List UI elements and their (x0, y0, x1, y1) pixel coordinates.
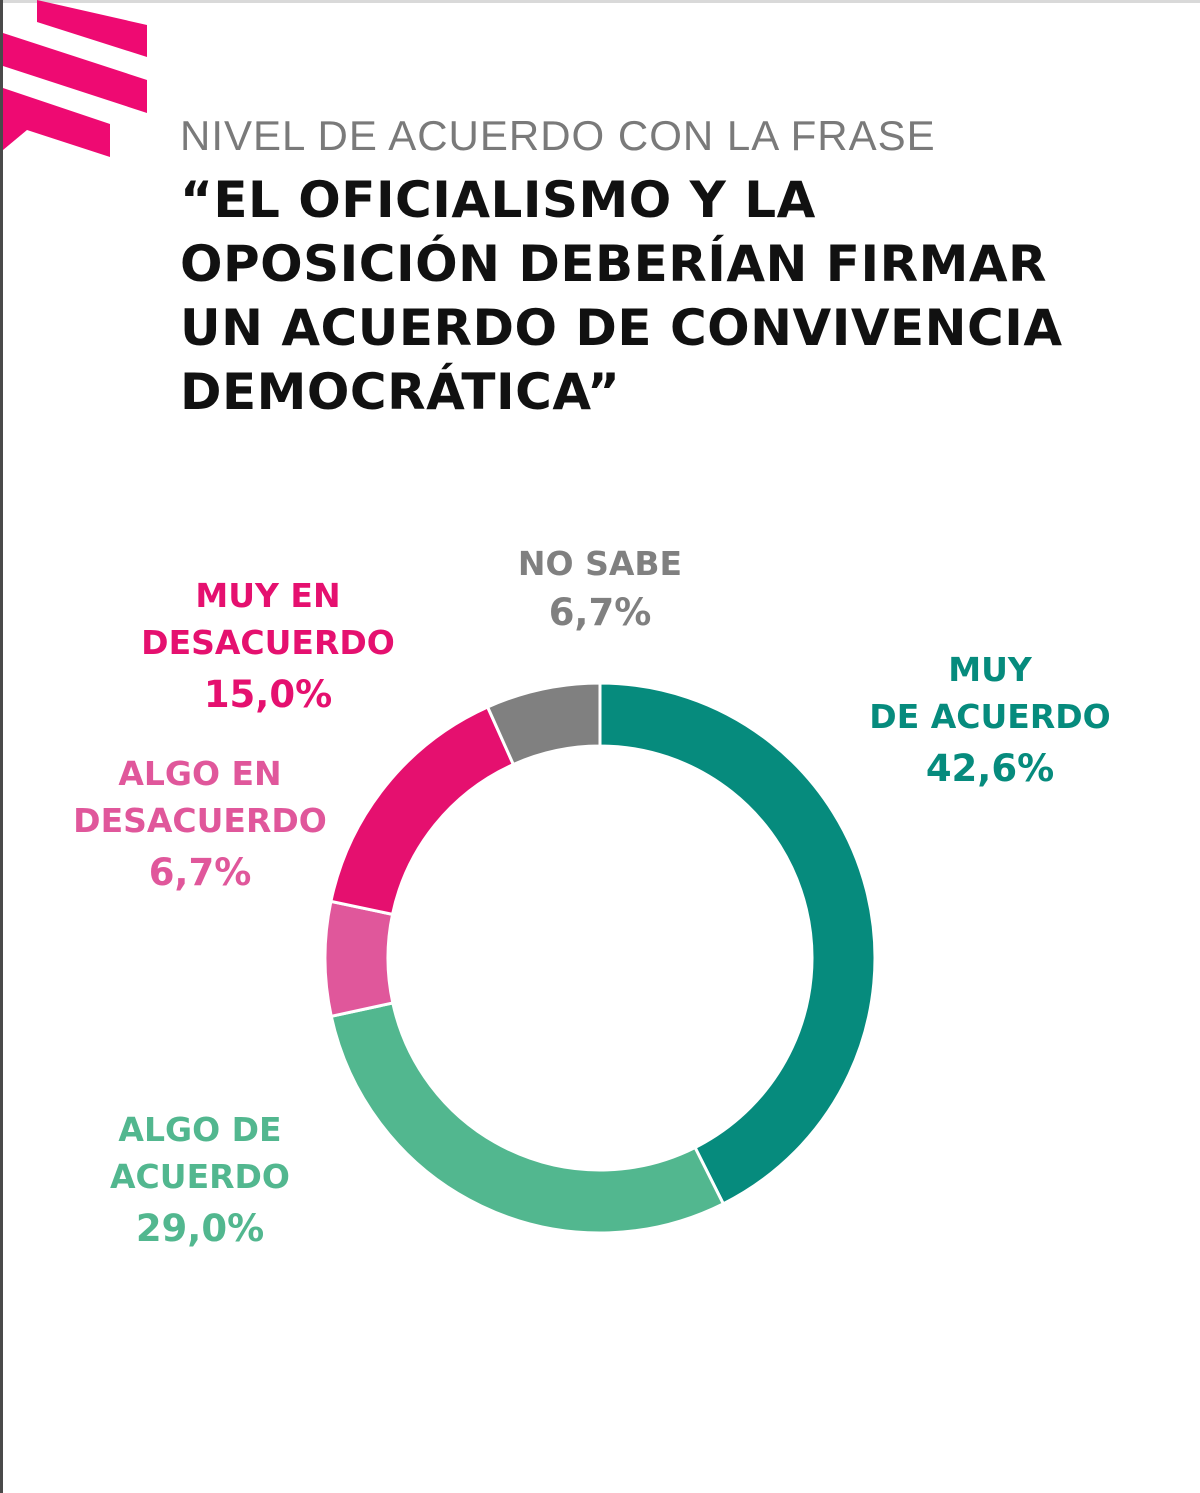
left-border (0, 0, 3, 1493)
donut-slice-2 (323, 899, 395, 1019)
slice-value-label: 15,0% (203, 673, 333, 716)
slice-label-line2: DESACUERDO (141, 623, 395, 662)
slice-label-line2: ACUERDO (110, 1157, 290, 1196)
donut-slice-1 (329, 1001, 726, 1235)
slice-value-label: 6,7% (148, 851, 252, 894)
slice-label-line1: ALGO DE (118, 1110, 282, 1149)
slice-value-label: 6,7% (548, 591, 652, 634)
donut-slice-0 (598, 681, 877, 1206)
label-no-sabe: NO SABE 6,7% (470, 540, 730, 639)
label-algo-de-acuerdo: ALGO DE ACUERDO 29,0% (60, 1106, 340, 1258)
top-border (0, 0, 1200, 3)
brand-logo (3, 0, 147, 157)
slice-label-line1: NO SABE (517, 544, 683, 583)
slice-label-line1: MUY (948, 650, 1032, 689)
slice-label-line1: ALGO EN (118, 754, 282, 793)
label-muy-de-acuerdo: MUY DE ACUERDO 42,6% (850, 646, 1130, 798)
slice-label-line2: DE ACUERDO (869, 697, 1111, 736)
slice-label-line1: MUY EN (195, 576, 341, 615)
slice-label-line2: DESACUERDO (73, 801, 327, 840)
slice-value-label: 42,6% (925, 747, 1055, 790)
donut-slice-4 (485, 681, 602, 767)
label-muy-en-desacuerdo: MUY EN DESACUERDO 15,0% (108, 572, 428, 724)
chart-title: “EL OFICIALISMO Y LA OPOSICIÓN DEBERÍAN … (180, 171, 1063, 421)
slice-value-label: 29,0% (135, 1207, 265, 1250)
label-algo-en-desacuerdo: ALGO EN DESACUERDO 6,7% (40, 750, 360, 902)
chart-subtitle: NIVEL DE ACUERDO CON LA FRASE (180, 112, 936, 159)
